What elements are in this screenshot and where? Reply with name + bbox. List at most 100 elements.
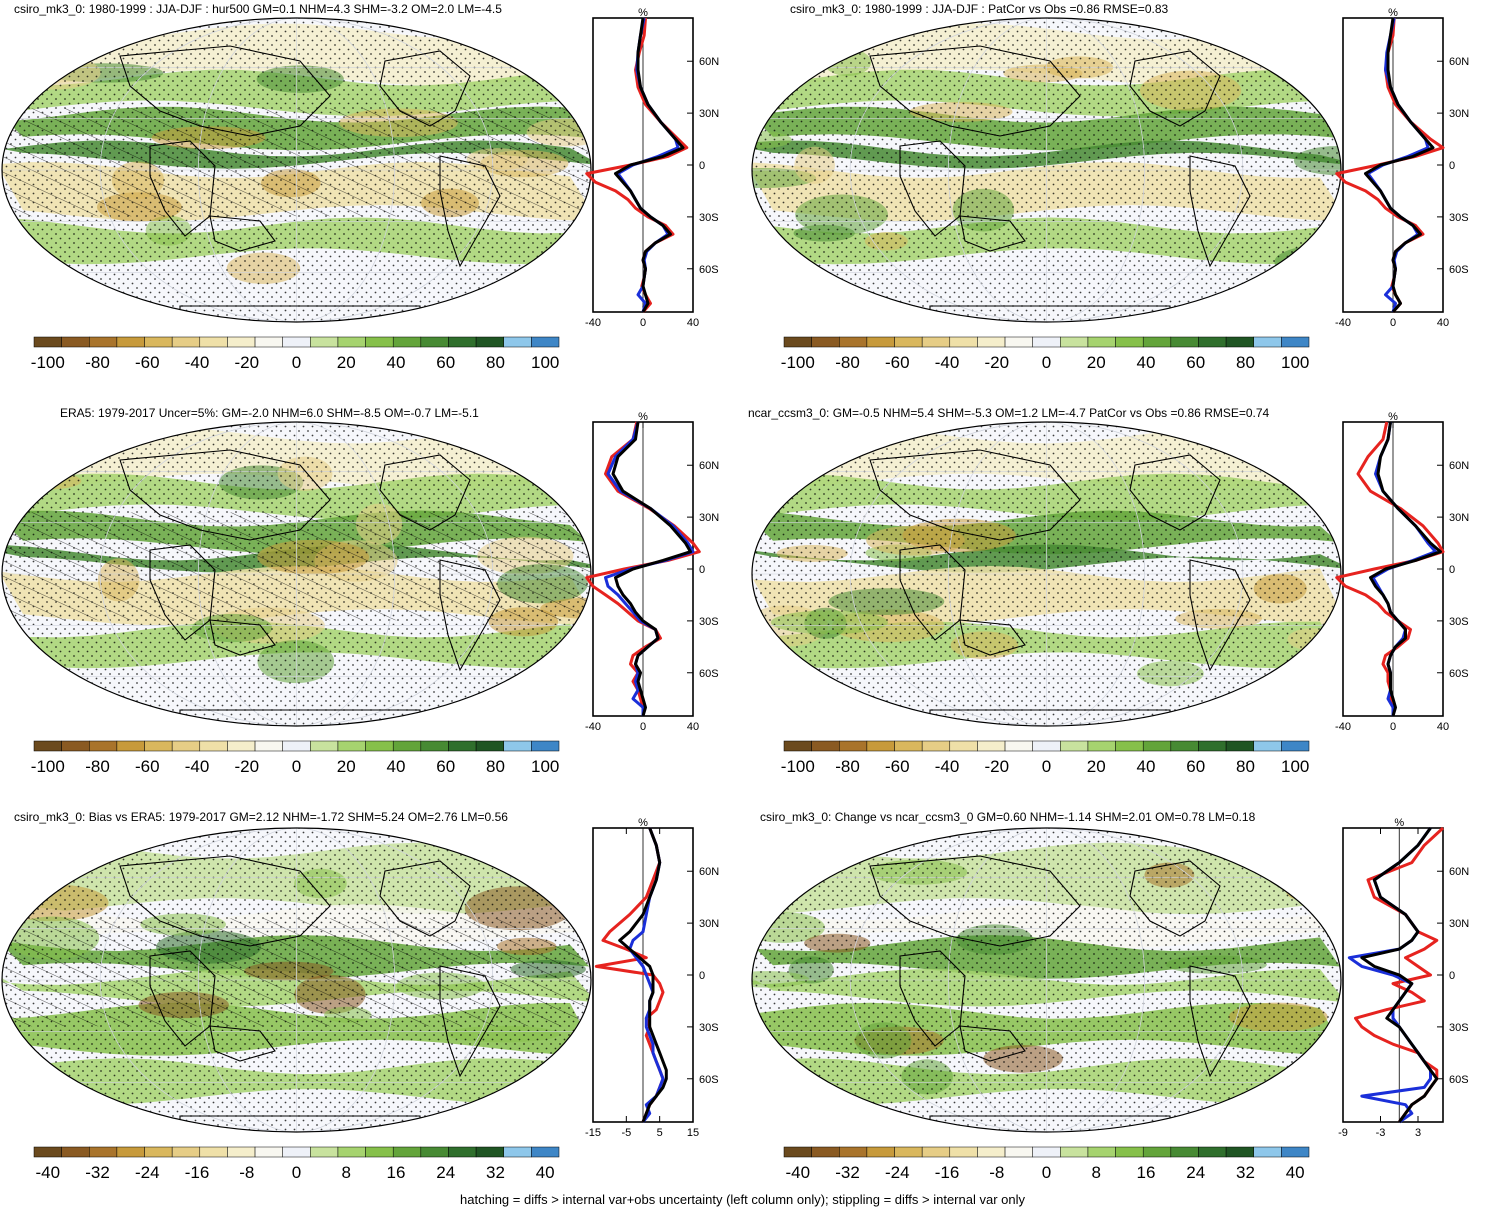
colorbar-swatch [282,1146,311,1158]
colorbar-swatch [894,336,923,348]
x-tick-label: 3 [1415,1127,1421,1139]
colorbar-tick-label: 0 [292,353,301,372]
coastline-2 [959,1025,1026,1062]
colorbar-swatch [949,336,978,348]
colorbar-swatch [392,740,422,752]
colorbar-swatch [227,336,256,348]
colorbar-swatch [921,336,951,348]
colorbar-swatch [894,740,923,752]
colorbar-tick-label: 40 [387,353,406,372]
y-tick-label: 60N [699,866,719,878]
x-tick-label: -40 [1335,721,1351,733]
colorbar: -100 -80 -60 -40 -20 0 20 40 60 80 100 [781,740,1309,776]
colorbar-swatch [839,336,868,348]
y-tick-label: 30S [699,1022,719,1034]
zonal-mean-plot: % -15 -5 5 15 60N 30N 0 30S 60S [585,817,719,1139]
colorbar-tick-label: 24 [436,1163,455,1182]
y-tick-label: 60S [1449,668,1469,680]
y-tick-label: 30S [1449,212,1469,224]
y-tick-label: 0 [1449,564,1455,576]
colorbar-tick-label: 16 [387,1163,406,1182]
colorbar: -40 -32 -24 -16 -8 0 8 16 24 32 40 [33,1146,560,1182]
colorbar-tick-label: -20 [234,353,259,372]
colorbar-swatch [475,336,504,348]
colorbar-swatch [310,1146,339,1158]
coastline-2 [209,215,276,252]
y-tick-label: 30N [699,512,719,524]
colorbar-swatch [783,1146,812,1158]
colorbar-tick-label: -60 [135,353,160,372]
colorbar-swatch [1060,1146,1089,1158]
colorbar-tick-label: 16 [1137,1163,1156,1182]
y-tick-label: 60S [699,668,719,680]
colorbar-swatch [531,336,560,348]
map-panel [1,827,592,1133]
colorbar-tick-label: 0 [292,757,301,776]
zonal-unit-label: % [1394,817,1404,829]
colorbar-swatch [811,740,840,752]
zonal-series-black [614,17,685,313]
coastline-2 [959,215,1026,252]
y-tick-label: 60N [1449,866,1469,878]
coastline-4 [439,155,501,268]
map-panel [1,17,592,323]
colorbar-tick-label: 40 [1137,757,1156,776]
colorbar-swatch [949,740,978,752]
colorbar-swatch [310,336,339,348]
colorbar-tick-label: 0 [1042,1163,1051,1182]
colorbar-swatch [1198,740,1227,752]
colorbar-swatch [1087,740,1116,752]
colorbar-swatch [866,1146,895,1158]
coastline-4 [1189,155,1251,268]
colorbar-tick-label: -32 [85,1163,110,1182]
colorbar-swatch [448,740,477,752]
x-tick-label: 5 [657,1127,663,1139]
colorbar-swatch [811,336,840,348]
y-tick-label: 60N [1449,460,1469,472]
colorbar-tick-label: -40 [36,1163,61,1182]
colorbar-swatch [1170,740,1199,752]
colorbar-swatch [1142,740,1172,752]
colorbar-tick-label: -24 [135,1163,160,1182]
colorbar-tick-label: -40 [935,353,960,372]
map-panel [1,421,592,727]
colorbar-swatch [1032,336,1061,348]
colorbar-swatch [866,336,895,348]
zonal-mean-plot: % -40 0 40 60N 30N 0 30S 60S [585,411,719,733]
x-tick-label: 0 [640,721,646,733]
colorbar-tick-label: -40 [185,353,210,372]
colorbar: -40 -32 -24 -16 -8 0 8 16 24 32 40 [783,1146,1310,1182]
y-tick-label: 0 [1449,160,1455,172]
colorbar-swatch [1198,1146,1227,1158]
coastline-2 [209,1025,276,1062]
colorbar-tick-label: 100 [531,353,559,372]
colorbar-tick-label: -80 [835,353,860,372]
y-tick-label: 30N [1449,918,1469,930]
colorbar-swatch [921,740,951,752]
colorbar-swatch [199,1146,228,1158]
colorbar-tick-label: 60 [1186,353,1205,372]
colorbar-tick-label: 20 [1087,353,1106,372]
colorbar-swatch [475,1146,504,1158]
colorbar-swatch [1198,336,1227,348]
zonal-series-red [1335,421,1445,716]
colorbar-swatch [116,740,145,752]
colorbar-swatch [839,1146,868,1158]
colorbar-tick-label: 80 [486,757,505,776]
coastline-1 [899,544,966,641]
colorbar-swatch [1004,336,1033,348]
y-tick-label: 60N [699,56,719,68]
colorbar-swatch [282,336,311,348]
colorbar-swatch [1281,1146,1310,1158]
zonal-series-blue [1371,421,1437,716]
colorbar-swatch [89,740,118,752]
coastline-3 [379,860,471,937]
x-tick-label: -9 [1338,1127,1348,1139]
colorbar-tick-label: -8 [989,1163,1004,1182]
colorbar-tick-label: 80 [1236,757,1255,776]
colorbar-swatch [531,740,560,752]
x-tick-label: 0 [640,317,646,329]
y-tick-label: 60S [1449,1074,1469,1086]
x-tick-label: -5 [621,1127,631,1139]
colorbar-tick-label: 40 [387,757,406,776]
